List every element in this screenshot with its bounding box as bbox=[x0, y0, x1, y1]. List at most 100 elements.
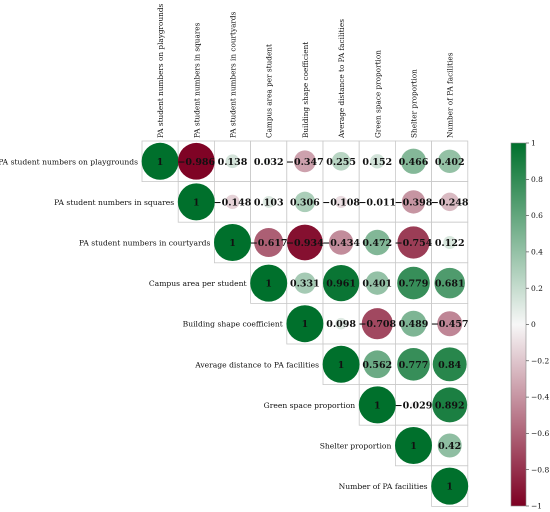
correlation-value: 0.152 bbox=[362, 157, 392, 168]
column-label: PA student numbers in courtyards bbox=[229, 11, 238, 138]
correlation-circle bbox=[437, 311, 463, 337]
correlation-value: −0.708 bbox=[358, 319, 396, 330]
correlation-circle bbox=[287, 224, 323, 261]
correlation-value: 0.777 bbox=[399, 360, 429, 371]
colorbar-tick-label: −1 bbox=[531, 502, 542, 511]
correlation-circle bbox=[250, 264, 288, 302]
correlation-value: 0.331 bbox=[290, 279, 320, 290]
correlation-value: 0.401 bbox=[362, 279, 392, 290]
row-label: Average distance to PA facilities bbox=[194, 360, 319, 369]
correlation-value: 0.306 bbox=[290, 197, 320, 208]
correlation-circle bbox=[397, 226, 430, 259]
correlation-circle bbox=[401, 190, 426, 214]
column-label: Number of PA facilities bbox=[446, 52, 455, 138]
correlation-circle bbox=[400, 310, 427, 337]
row-label: Shelter proportion bbox=[320, 442, 392, 451]
correlation-circle bbox=[294, 150, 316, 173]
colorbar-tick-label: 0.8 bbox=[531, 175, 543, 184]
correlation-value: 1 bbox=[446, 482, 453, 493]
colorbar-tick-label: −0.4 bbox=[531, 393, 549, 402]
correlation-value: 1 bbox=[374, 400, 381, 411]
correlation-value: 0.032 bbox=[254, 157, 284, 168]
correlation-circle bbox=[432, 387, 468, 423]
correlation-value: −0.617 bbox=[250, 238, 288, 249]
colorbar-gradient bbox=[510, 142, 527, 507]
colorbar-tick-label: 0 bbox=[531, 320, 536, 329]
correlation-value: 0.681 bbox=[435, 279, 465, 290]
matrix-cell bbox=[322, 181, 360, 223]
correlation-circle bbox=[400, 148, 427, 174]
correlation-value: 1 bbox=[302, 319, 309, 330]
row-labels: PA student numbers on playgrounds PA stud… bbox=[0, 157, 428, 491]
correlation-circle bbox=[437, 149, 462, 174]
correlation-value: 1 bbox=[410, 441, 417, 452]
correlation-value: 0.562 bbox=[362, 360, 392, 371]
correlation-value: 1 bbox=[193, 197, 200, 208]
correlation-circle bbox=[335, 195, 348, 208]
correlation-circle bbox=[434, 267, 465, 299]
correlation-circle bbox=[370, 154, 385, 169]
correlation-circle bbox=[364, 229, 391, 256]
correlation-value: −0.347 bbox=[286, 157, 324, 168]
correlation-value: 0.779 bbox=[399, 279, 429, 290]
correlation-circle bbox=[335, 317, 347, 330]
colorbar: 1 0.8 0.6 0.4 0.2 0 −0.2 −0.4 −0.6 −0.8 −1 bbox=[510, 139, 549, 511]
correlation-circle bbox=[363, 350, 392, 379]
correlation-value: 0.255 bbox=[326, 157, 356, 168]
correlation-circle bbox=[431, 467, 469, 505]
correlation-values: 1 −0.986 0.138 0.032 −0.347 0.255 0.152 0.466 0.… bbox=[157, 157, 469, 493]
correlation-circle bbox=[410, 401, 417, 409]
column-label: Campus area per student bbox=[265, 44, 274, 138]
correlation-value: −0.934 bbox=[286, 238, 324, 249]
correlation-circle bbox=[443, 236, 457, 249]
correlation-circle bbox=[294, 272, 316, 294]
colorbar-tick-label: 0.6 bbox=[531, 211, 543, 220]
correlation-value: 0.472 bbox=[362, 238, 392, 249]
correlation-circle bbox=[432, 347, 467, 382]
row-label: Number of PA facilities bbox=[339, 482, 428, 491]
correlation-circle bbox=[358, 386, 396, 424]
correlation-value: 1 bbox=[338, 360, 345, 371]
colorbar-tick-label: 1 bbox=[531, 139, 536, 148]
row-label: PA student numbers in squares bbox=[54, 198, 174, 207]
column-label: Green space proportion bbox=[373, 50, 382, 138]
correlation-value: 0.84 bbox=[438, 360, 462, 371]
correlation-value: 0.402 bbox=[435, 157, 465, 168]
correlation-value: −0.148 bbox=[214, 197, 252, 208]
correlation-value: −0.108 bbox=[322, 197, 360, 208]
correlation-circle bbox=[225, 194, 240, 210]
correlation-value: 0.098 bbox=[326, 319, 356, 330]
column-label: PA student numbers in squares bbox=[192, 22, 201, 138]
row-label: Building shape coefficient bbox=[183, 320, 283, 329]
correlation-value: 0.42 bbox=[438, 441, 461, 452]
row-label: Green space proportion bbox=[264, 401, 356, 410]
correlation-value: −0.029 bbox=[395, 400, 433, 411]
correlation-circle bbox=[177, 142, 215, 180]
correlation-value: 0.103 bbox=[254, 197, 284, 208]
correlation-circle bbox=[322, 264, 360, 302]
correlation-circle bbox=[286, 305, 324, 343]
correlation-value: −0.434 bbox=[322, 238, 360, 249]
correlation-circles bbox=[141, 142, 469, 505]
correlation-circle bbox=[141, 142, 179, 180]
correlation-circle bbox=[254, 227, 284, 258]
column-label: Building shape coefficient bbox=[301, 42, 310, 138]
correlation-circle bbox=[294, 191, 316, 213]
correlation-circle bbox=[265, 157, 273, 165]
correlation-circle bbox=[331, 151, 351, 171]
row-label: PA student numbers in courtyards bbox=[79, 239, 211, 248]
correlation-value: −0.457 bbox=[431, 319, 469, 330]
correlation-circle bbox=[328, 230, 354, 255]
correlation-value: 0.892 bbox=[435, 400, 465, 411]
column-label: Average distance to PA facilities bbox=[337, 19, 346, 139]
correlation-circle bbox=[397, 266, 430, 300]
correlation-value: 0.466 bbox=[399, 157, 429, 168]
correlation-circle bbox=[437, 433, 462, 458]
correlation-value: 1 bbox=[265, 279, 272, 290]
correlation-circle bbox=[395, 427, 432, 464]
correlation-value: 0.961 bbox=[326, 279, 356, 290]
column-label: PA student numbers on playgrounds bbox=[156, 3, 165, 138]
column-label: Shelter proportion bbox=[410, 69, 419, 138]
correlation-value: −0.011 bbox=[358, 197, 396, 208]
